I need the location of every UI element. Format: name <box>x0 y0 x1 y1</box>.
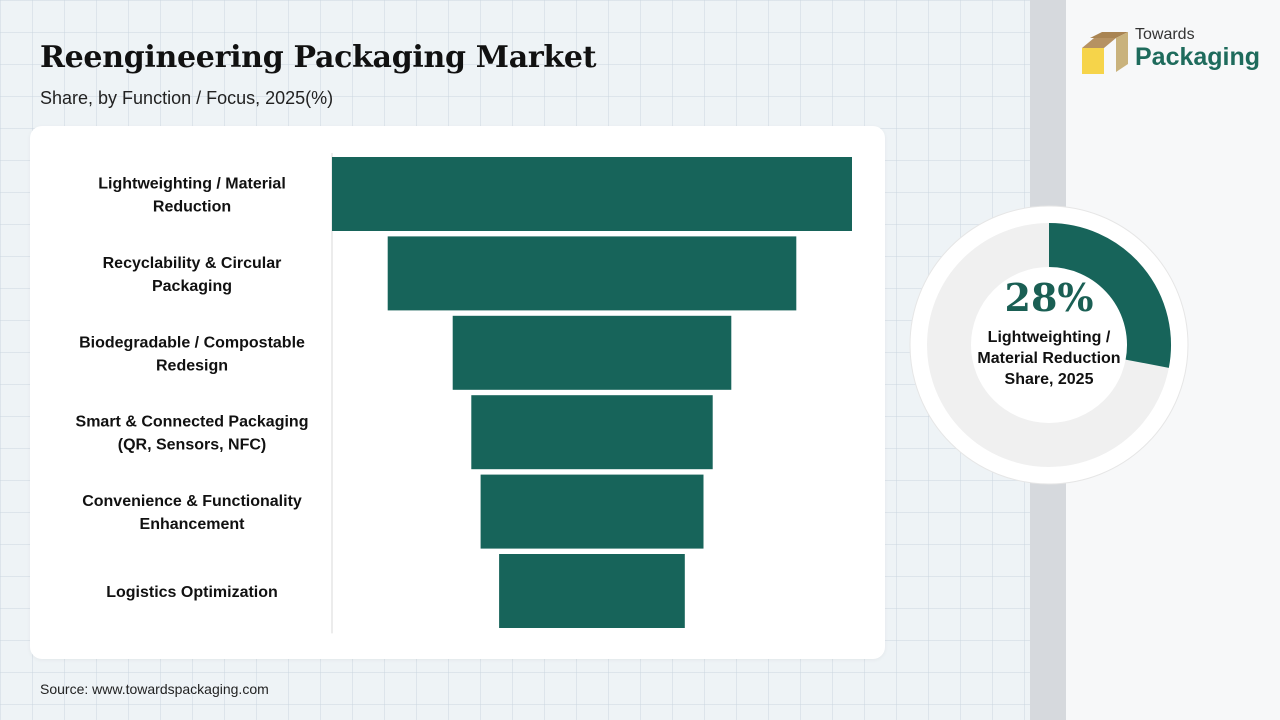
category-tick-label: Recyclability & Circular Packaging <box>103 255 282 295</box>
funnel-bar <box>332 157 852 231</box>
category-tick-label: Lightweighting / Material Reduction <box>98 176 286 216</box>
box-icon <box>1082 32 1128 74</box>
donut-chart <box>909 205 1189 485</box>
funnel-bar <box>471 395 713 470</box>
funnel-bar <box>387 236 797 311</box>
donut-value-arc <box>1048 223 1171 368</box>
chart-subtitle: Share, by Function / Focus, 2025(%) <box>40 88 334 108</box>
funnel-bar <box>499 554 685 628</box>
donut-value: 28% <box>1004 275 1094 320</box>
category-tick-label: Convenience & Functionality Enhancement <box>82 493 302 533</box>
highlight-donut: 28% Lightweighting / Material Reduction … <box>908 204 1190 486</box>
chart-card: Lightweighting / Material Reduction Recycl… <box>30 126 885 659</box>
chart-title: Reengineering Packaging Market <box>40 40 597 75</box>
funnel-bar <box>480 474 704 549</box>
funnel-bar <box>452 315 732 390</box>
source-note: Source: www.towardspackaging.com <box>40 681 269 697</box>
logo-text-top: Towards <box>1135 26 1195 43</box>
donut-center-text: 28% Lightweighting / Material Reduction … <box>949 279 1149 390</box>
logo-text-bottom: Packaging <box>1135 43 1261 71</box>
donut-label-line: Material Reduction <box>977 350 1121 367</box>
donut-label: Lightweighting / Material Reduction Shar… <box>949 327 1149 390</box>
funnel-bar-chart: Lightweighting / Material Reduction Recycl… <box>76 153 852 634</box>
category-tick-label: Smart & Connected Packaging (QR, Sensors,… <box>76 414 309 454</box>
category-tick-label: Logistics Optimization <box>106 584 278 601</box>
category-tick-label: Biodegradable / Compostable Redesign <box>79 334 305 374</box>
donut-label-line: Share, 2025 <box>1004 371 1094 388</box>
donut-label-line: Lightweighting / <box>987 329 1111 346</box>
brand-logo: Towards Packaging <box>1080 26 1260 78</box>
